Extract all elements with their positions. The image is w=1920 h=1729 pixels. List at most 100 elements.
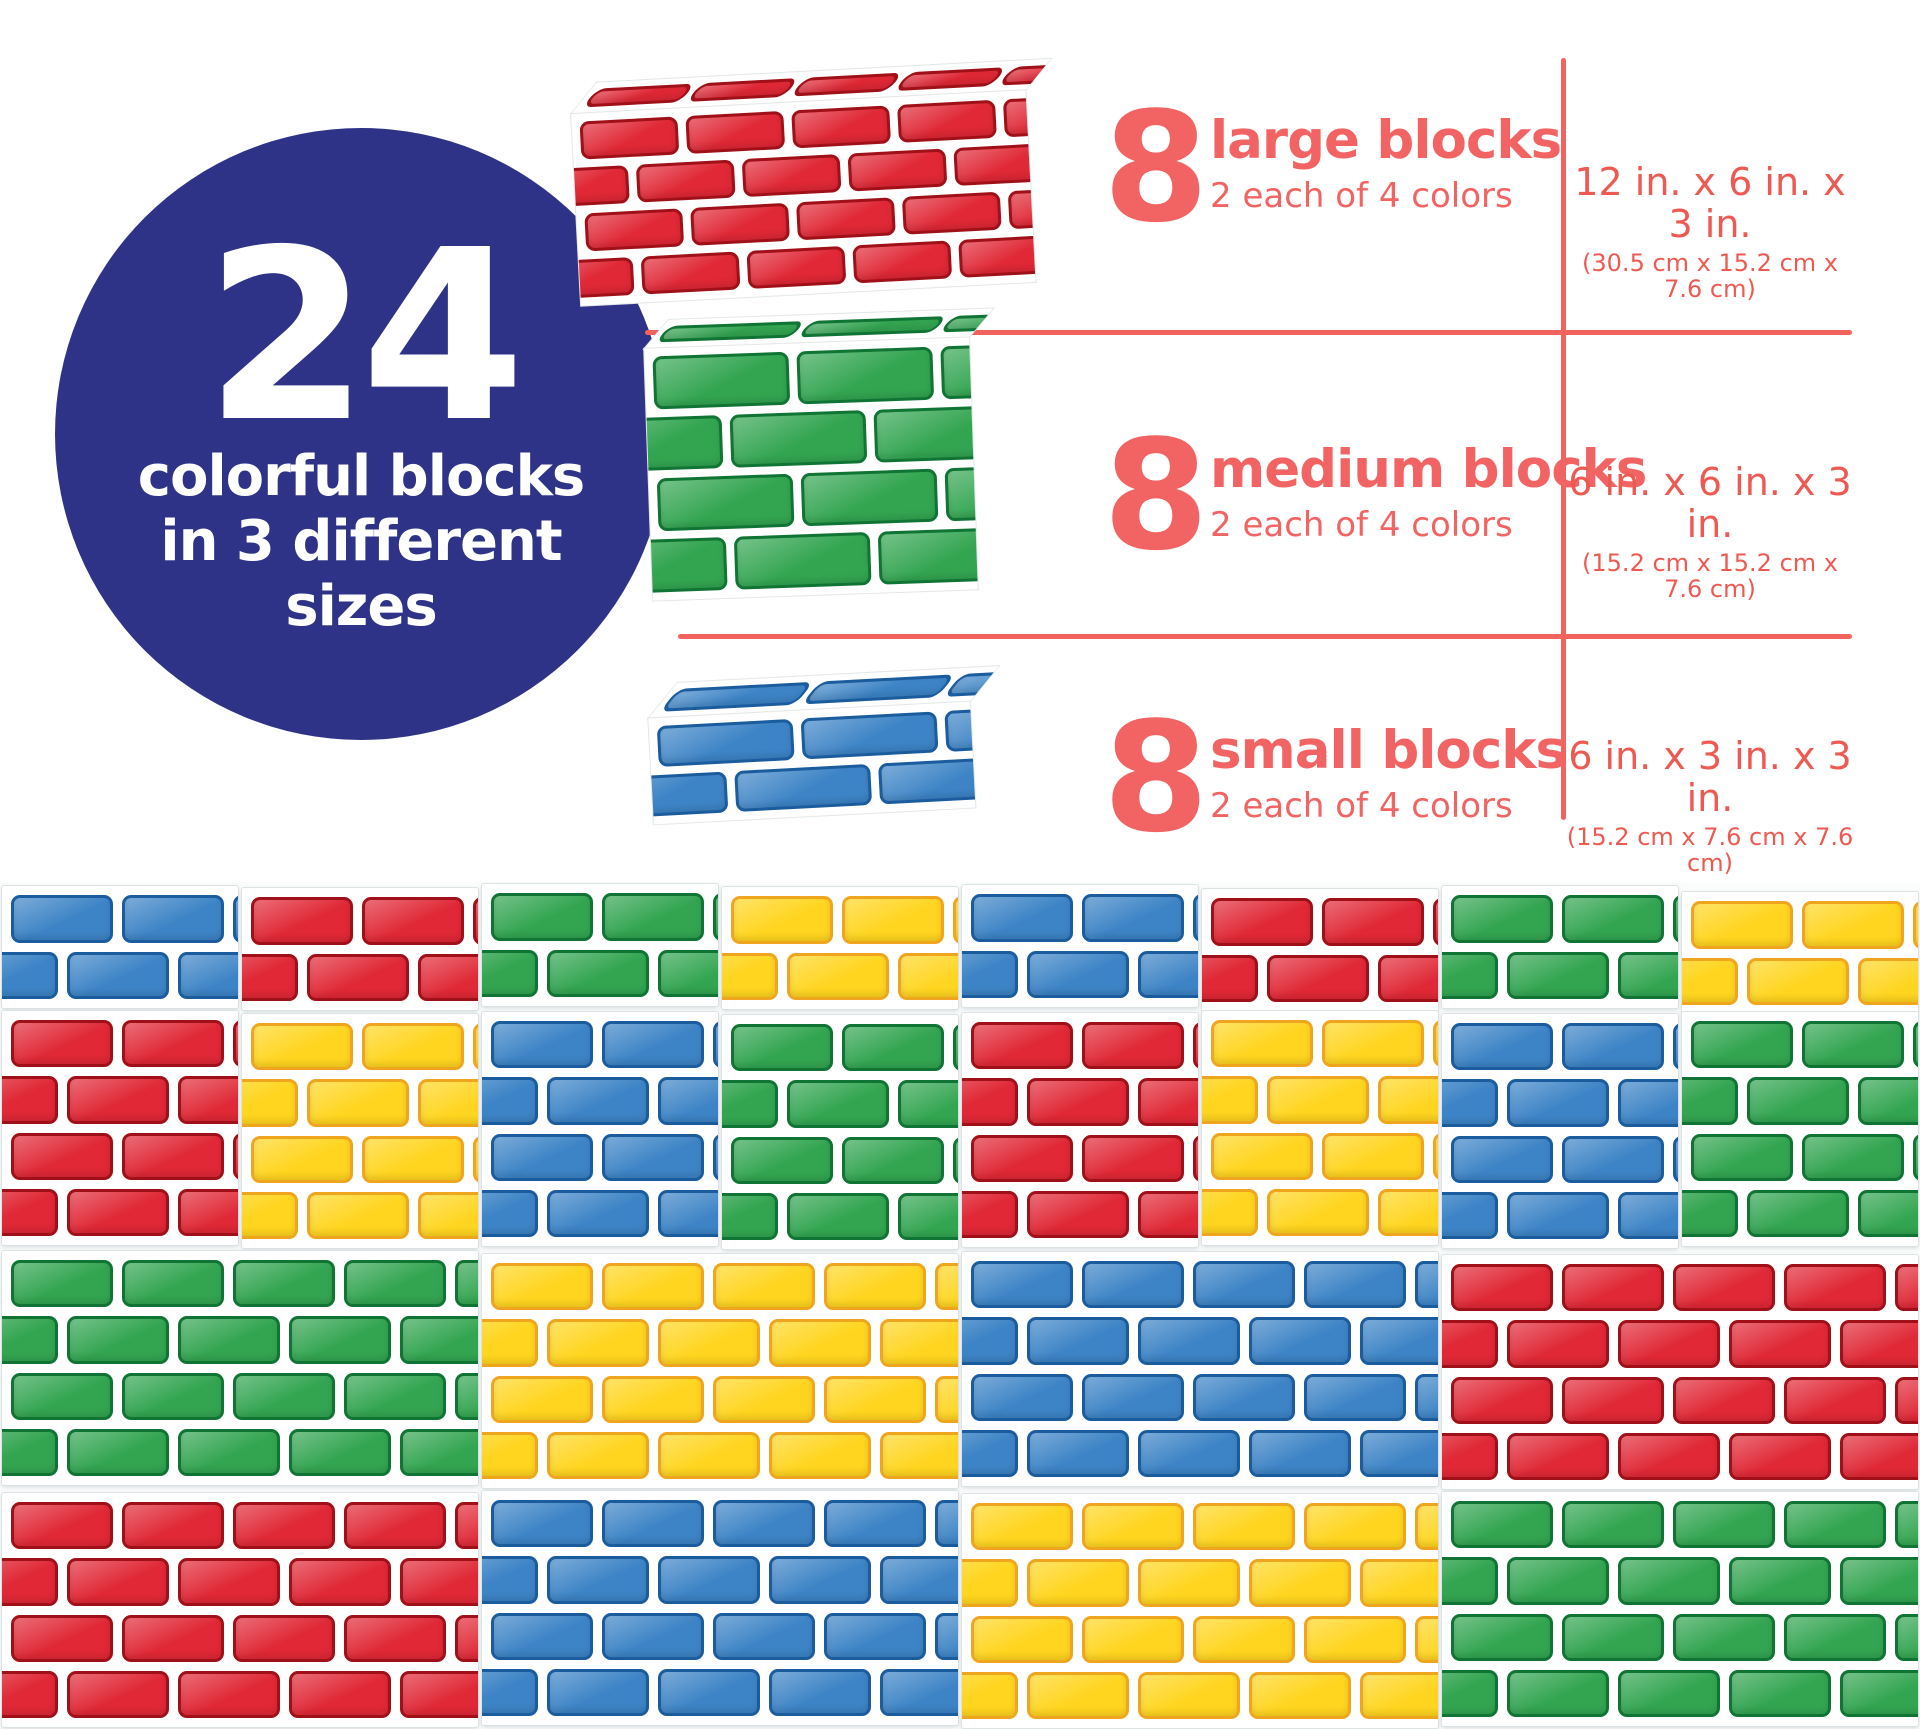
brick xyxy=(602,1375,704,1423)
brick xyxy=(571,256,635,301)
brick xyxy=(400,1558,478,1606)
brick xyxy=(958,234,1036,278)
brick xyxy=(1784,1501,1886,1549)
small-cardboard-block-red xyxy=(1202,889,1438,1011)
brick xyxy=(953,142,1036,187)
brick xyxy=(769,1431,871,1479)
brick xyxy=(953,1136,958,1184)
badge-line-2: in 3 different xyxy=(160,509,562,575)
brick xyxy=(898,1192,958,1240)
brick xyxy=(962,1078,1018,1126)
brick xyxy=(482,1077,538,1125)
brick xyxy=(344,1372,446,1420)
brick xyxy=(1507,1669,1609,1717)
brick xyxy=(1673,895,1678,943)
brick xyxy=(1507,1079,1609,1127)
medium-block-photo xyxy=(643,308,994,601)
brick xyxy=(1747,1189,1849,1237)
brick xyxy=(1027,1559,1129,1607)
brick xyxy=(962,1671,1018,1719)
brick xyxy=(873,405,978,463)
brick xyxy=(1673,1501,1775,1549)
brick xyxy=(400,1428,478,1476)
large-count: 8 xyxy=(1103,79,1209,256)
brick xyxy=(1507,951,1609,999)
large-dimensions: 12 in. x 6 in. x 3 in. (30.5 cm x 15.2 c… xyxy=(1565,161,1855,302)
brick xyxy=(801,674,956,705)
brick xyxy=(1211,1020,1313,1068)
brick xyxy=(769,1319,871,1367)
brick xyxy=(344,1614,446,1662)
brick xyxy=(491,1263,593,1311)
brick xyxy=(901,191,1002,235)
brick xyxy=(1442,1557,1498,1605)
brick xyxy=(1562,1376,1664,1424)
brick xyxy=(1784,1264,1886,1312)
brick xyxy=(1193,1503,1295,1551)
brick xyxy=(1451,1376,1553,1424)
brick xyxy=(455,1372,478,1420)
brick xyxy=(787,1080,889,1128)
brick xyxy=(1267,1076,1369,1124)
brick xyxy=(1562,1501,1664,1549)
brick xyxy=(1360,1317,1438,1365)
brick xyxy=(491,1021,593,1069)
brick xyxy=(1682,1189,1738,1237)
block-front-face xyxy=(644,337,978,601)
brick xyxy=(729,410,868,468)
small-cardboard-block-red xyxy=(242,888,478,1010)
brick xyxy=(1082,1615,1184,1663)
brick xyxy=(1082,1373,1184,1421)
large-cardboard-block-yellow xyxy=(962,1494,1438,1728)
brick xyxy=(178,1428,280,1476)
brick xyxy=(418,953,478,1001)
brick xyxy=(1211,898,1313,946)
brick xyxy=(1415,1261,1438,1309)
brick xyxy=(1433,898,1438,946)
brick xyxy=(233,1614,335,1662)
brick xyxy=(122,1020,224,1068)
brick xyxy=(944,463,978,522)
small-cardboard-block-blue xyxy=(962,885,1198,1007)
brick xyxy=(1433,1132,1438,1180)
brick xyxy=(842,896,944,944)
brick xyxy=(943,666,999,698)
small-cardboard-block-green xyxy=(482,884,718,1006)
brick xyxy=(602,1612,704,1660)
brick xyxy=(1082,1022,1184,1070)
brick xyxy=(1729,1432,1831,1480)
brick xyxy=(1193,1022,1198,1070)
brick xyxy=(491,1500,593,1548)
medium-cardboard-block-red xyxy=(962,1013,1198,1247)
brick xyxy=(11,1502,113,1550)
brick xyxy=(971,1134,1073,1182)
medium-subtitle: 2 each of 4 colors xyxy=(1210,505,1513,545)
brick xyxy=(1138,1671,1240,1719)
brick xyxy=(602,1133,704,1181)
brick xyxy=(898,952,958,1000)
brick xyxy=(769,1556,871,1604)
brick xyxy=(67,1316,169,1364)
brick xyxy=(746,245,847,289)
brick xyxy=(1802,1133,1904,1181)
small-dimensions: 6 in. x 3 in. x 3 in. (15.2 cm x 7.6 cm … xyxy=(1565,735,1855,876)
brick xyxy=(1729,1557,1831,1605)
brick xyxy=(1322,1020,1424,1068)
brick xyxy=(1082,1261,1184,1309)
brick xyxy=(880,1556,958,1604)
brick xyxy=(971,894,1073,942)
brick xyxy=(935,1612,958,1660)
medium-dims-cm: (15.2 cm x 15.2 cm x 7.6 cm) xyxy=(1582,548,1838,603)
brick xyxy=(940,341,978,400)
brick xyxy=(1691,901,1793,949)
brick xyxy=(1451,1501,1553,1549)
brick xyxy=(877,526,978,585)
brick xyxy=(1562,1613,1664,1661)
brick xyxy=(1618,1320,1720,1368)
medium-cardboard-block-green xyxy=(722,1015,958,1249)
brick xyxy=(824,1263,926,1311)
brick xyxy=(1840,1432,1918,1480)
brick xyxy=(1193,894,1198,942)
brick xyxy=(824,1500,926,1548)
brick xyxy=(935,1375,958,1423)
